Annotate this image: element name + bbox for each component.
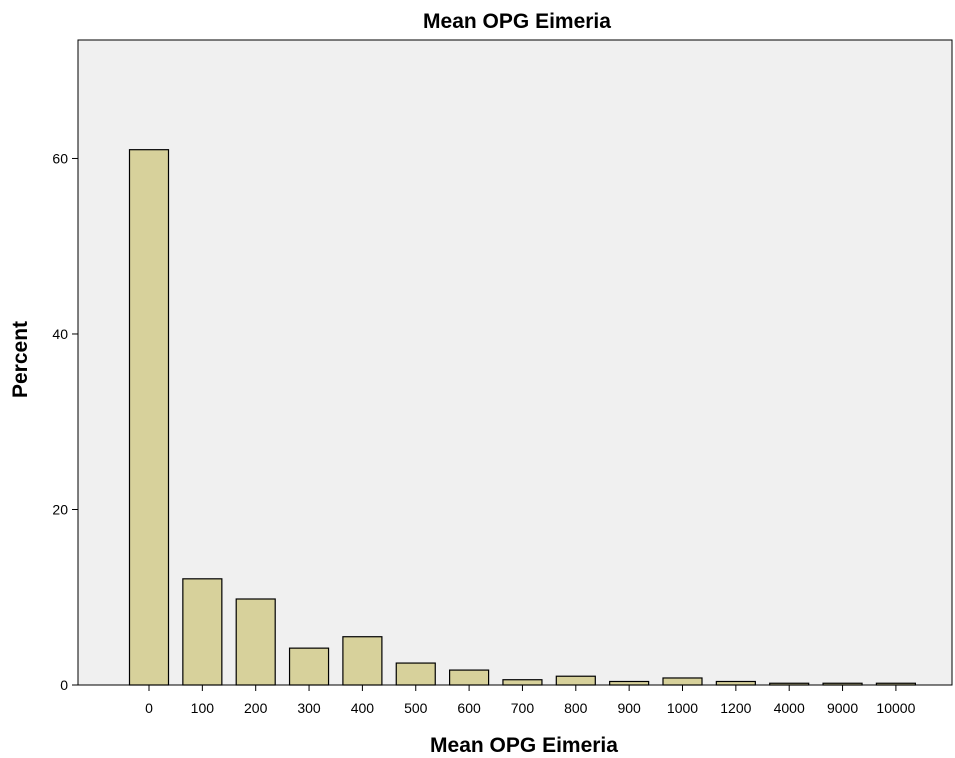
bar-100	[182, 578, 223, 686]
bar-0	[128, 149, 170, 686]
x-tick-label-700: 700	[511, 700, 535, 716]
bar-700	[502, 679, 543, 686]
bars-group	[128, 149, 917, 686]
y-tick-label-20: 20	[52, 501, 68, 517]
y-axis-title: Percent	[9, 321, 32, 398]
bar-1200	[715, 680, 756, 686]
x-tick-label-10000: 10000	[876, 700, 915, 716]
x-tick-label-900: 900	[617, 700, 641, 716]
x-axis-title: Mean OPG Eimeria	[430, 734, 618, 757]
bar-900	[609, 680, 650, 686]
axes-group	[77, 40, 952, 686]
bar-400	[342, 636, 383, 686]
bar-800	[555, 675, 596, 686]
x-tick-label-300: 300	[297, 700, 321, 716]
x-tick-label-100: 100	[191, 700, 215, 716]
bar-500	[395, 662, 436, 686]
plot-area-background	[77, 39, 953, 686]
bar-600	[449, 669, 490, 686]
bar-300	[288, 647, 330, 686]
x-tick-label-0: 0	[145, 700, 153, 716]
x-tick-label-400: 400	[351, 700, 375, 716]
bar-200	[235, 598, 276, 686]
chart-title: Mean OPG Eimeria	[423, 10, 611, 33]
y-tick-label-40: 40	[52, 326, 68, 342]
x-tick-label-200: 200	[244, 700, 268, 716]
y-tick-label-60: 60	[52, 150, 68, 166]
x-tick-label-1000: 1000	[667, 700, 698, 716]
bar-1000	[662, 677, 703, 686]
x-tick-label-1200: 1200	[720, 700, 751, 716]
y-tick-label-0: 0	[60, 677, 68, 693]
x-tick-label-4000: 4000	[774, 700, 805, 716]
x-tick-label-500: 500	[404, 700, 428, 716]
x-tick-label-800: 800	[564, 700, 588, 716]
x-tick-label-600: 600	[457, 700, 481, 716]
x-tick-label-9000: 9000	[827, 700, 858, 716]
